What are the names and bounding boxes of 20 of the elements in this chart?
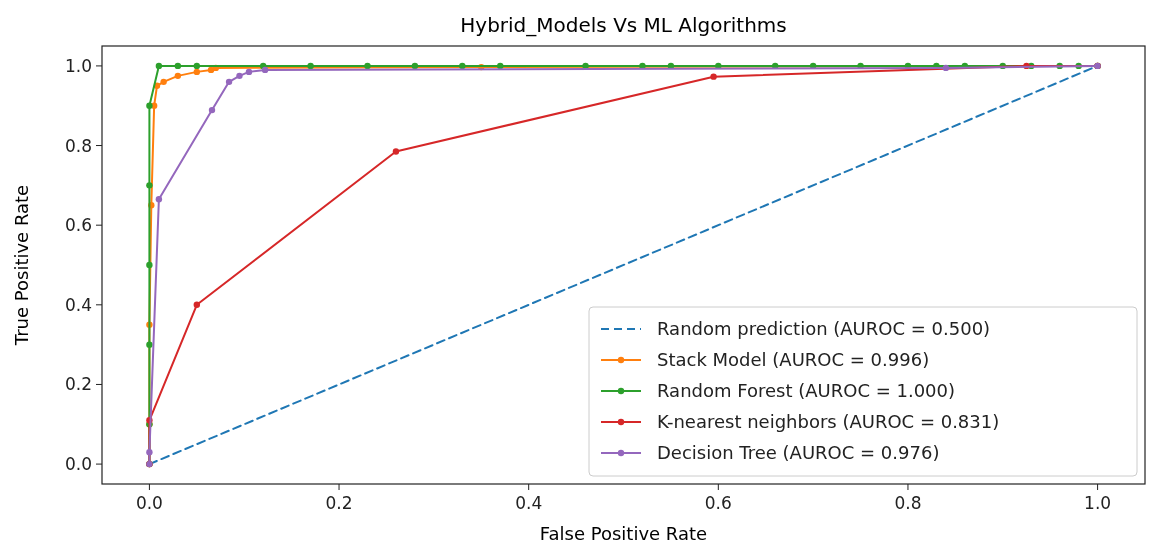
legend-label: Stack Model (AUROC = 0.996) (657, 349, 930, 370)
legend-label: Random prediction (AUROC = 0.500) (657, 318, 991, 339)
x-tick-label: 1.0 (1084, 493, 1112, 513)
x-tick-label: 0.6 (704, 493, 732, 513)
x-tick-label: 0.0 (135, 493, 163, 513)
legend-label: K-nearest neighbors (AUROC = 0.831) (657, 411, 1000, 432)
y-tick-label: 0.8 (64, 135, 92, 156)
y-tick-label: 0.4 (64, 294, 92, 315)
y-tick-label: 0.2 (64, 374, 92, 395)
legend-label: Random Forest (AUROC = 1.000) (657, 380, 956, 401)
y-axis-title: True Positive Rate (11, 184, 32, 347)
x-tick-label: 0.8 (894, 493, 922, 513)
legend-label: Decision Tree (AUROC = 0.976) (657, 442, 940, 463)
y-tick-label: 0.0 (64, 454, 92, 475)
chart-title: Hybrid_Models Vs ML Algorithms (460, 13, 787, 37)
y-tick-label: 0.6 (64, 215, 92, 236)
x-axis-title: False Positive Rate (539, 523, 708, 544)
y-tick-label: 1.0 (64, 55, 92, 76)
x-tick-label: 0.4 (515, 493, 543, 513)
x-tick-label: 0.2 (325, 493, 353, 513)
